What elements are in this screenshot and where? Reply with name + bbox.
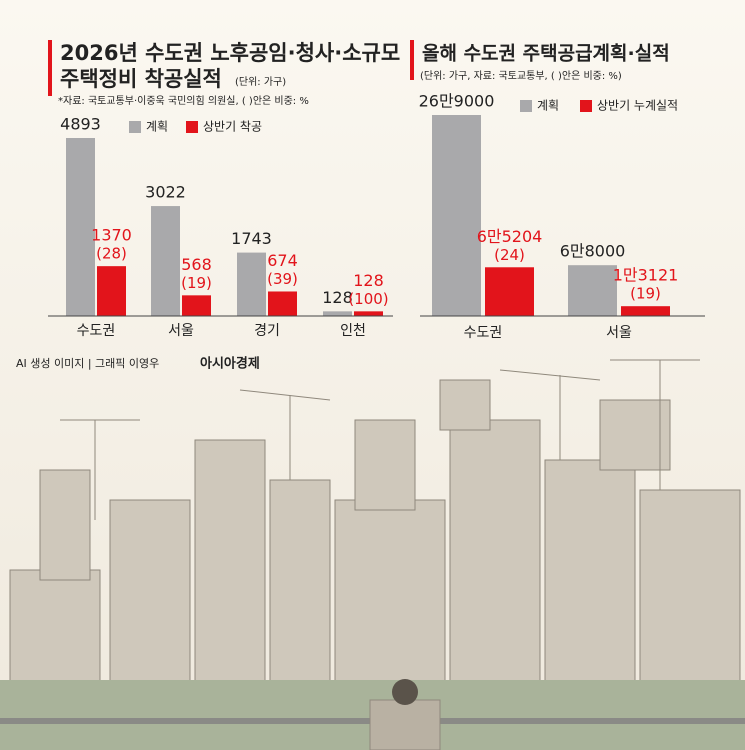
value-label: 3022 [145, 183, 186, 202]
bar [432, 115, 481, 316]
share-label: (28) [96, 245, 127, 263]
bar [568, 265, 617, 316]
value-label: 128 [322, 288, 353, 307]
bar [354, 311, 383, 316]
x-tick-label: 서울 [168, 323, 194, 339]
legend-label: 상반기 착공 [203, 120, 262, 134]
value-label: 6만5204 [477, 227, 543, 246]
bar [151, 206, 180, 316]
city-illustration [0, 359, 745, 750]
credit: AI 생성 이미지 | 그래픽 이영우 [16, 357, 159, 370]
bar [182, 295, 211, 316]
x-tick-label: 경기 [254, 323, 280, 339]
bar [485, 267, 534, 316]
x-tick-label: 수도권 [77, 323, 116, 339]
value-label: 568 [181, 255, 212, 274]
legend-swatch [520, 100, 532, 112]
legend-label: 계획 [537, 99, 559, 113]
bar [66, 138, 95, 316]
legend-label: 계획 [146, 120, 168, 134]
bar [97, 266, 126, 316]
bar [268, 291, 297, 316]
share-label: (19) [181, 274, 212, 292]
legend-swatch [186, 121, 198, 133]
legend-swatch [580, 100, 592, 112]
value-label: 1만3121 [613, 266, 679, 285]
bar [621, 306, 670, 316]
bar [237, 252, 266, 316]
share-label: (24) [494, 246, 525, 264]
note: *자료: 국토교통부·이중욱 국민의힘 의원실, ( )안은 비중: % [58, 95, 309, 107]
share-label: (19) [630, 285, 661, 303]
note: (단위: 가구, 자료: 국토교통부, ( )안은 비중: %) [420, 69, 622, 82]
value-label: 4893 [60, 115, 101, 134]
x-tick-label: 서울 [606, 325, 632, 341]
value-label: 128 [353, 271, 384, 290]
legend-swatch [129, 121, 141, 133]
chart-title: 2026년 수도권 노후공임·청사·소규모 [60, 41, 400, 65]
value-label: 1370 [91, 226, 132, 245]
x-tick-label: 수도권 [464, 325, 503, 341]
title-accent [410, 40, 414, 80]
share-label: (39) [267, 270, 298, 288]
value-label: 26만9000 [419, 92, 495, 111]
x-tick-label: 인천 [340, 323, 366, 339]
value-label: 674 [267, 251, 298, 270]
share-label: (100) [348, 290, 388, 308]
unit: (단위: 가구) [235, 75, 286, 88]
title-accent [48, 40, 52, 96]
bar [323, 311, 352, 316]
brand: 아시아경제 [200, 356, 260, 372]
value-label: 1743 [231, 229, 272, 248]
value-label: 6만8000 [560, 242, 626, 261]
legend-label: 상반기 누계실적 [597, 99, 678, 113]
chart-title: 올해 수도권 주택공급계획·실적 [422, 43, 670, 65]
chart-title: 주택정비 착공실적 [60, 67, 222, 91]
